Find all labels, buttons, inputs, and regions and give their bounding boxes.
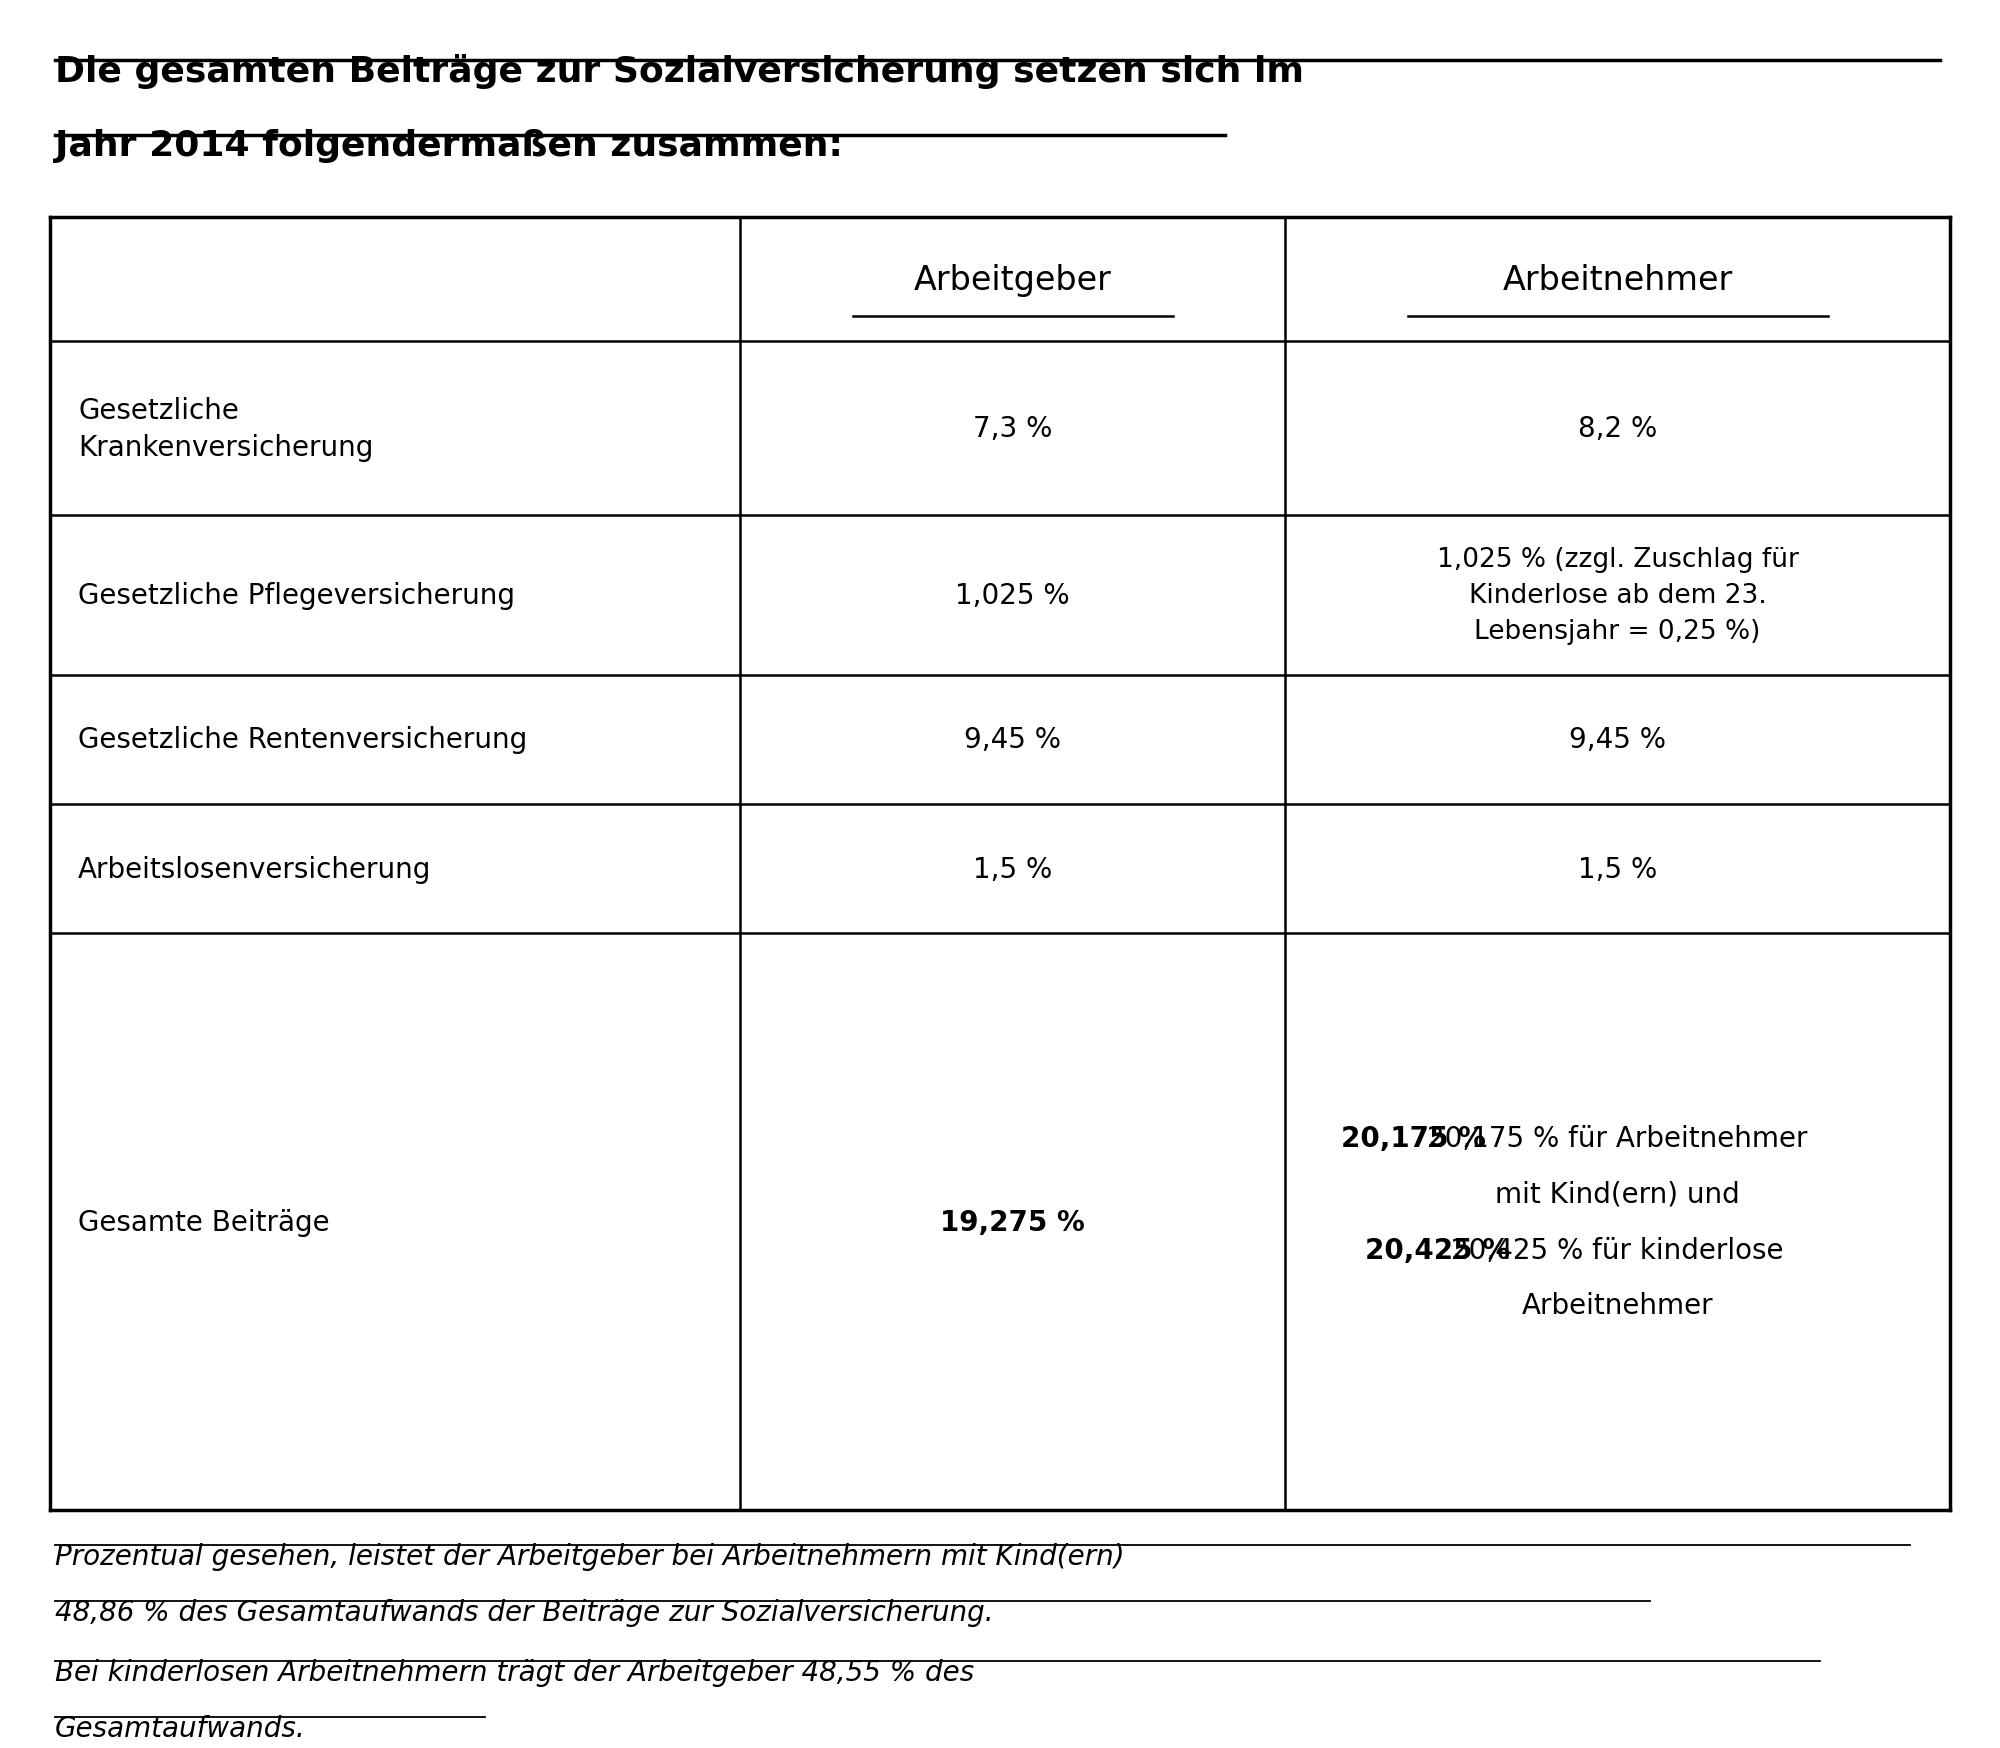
Text: Bei kinderlosen Arbeitnehmern trägt der Arbeitgeber 48,55 % des: Bei kinderlosen Arbeitnehmern trägt der …: [56, 1657, 974, 1685]
Text: Jahr 2014 folgendermaßen zusammen:: Jahr 2014 folgendermaßen zusammen:: [56, 129, 842, 163]
Text: 48,86 % des Gesamtaufwands der Beiträge zur Sozialversicherung.: 48,86 % des Gesamtaufwands der Beiträge …: [56, 1598, 994, 1626]
Text: Arbeitnehmer: Arbeitnehmer: [1522, 1292, 1714, 1320]
Text: 1,025 %: 1,025 %: [956, 582, 1070, 610]
Text: 19,275 %: 19,275 %: [940, 1208, 1084, 1236]
Text: 1,025 % (zzgl. Zuschlag für
Kinderlose ab dem 23.
Lebensjahr = 0,25 %): 1,025 % (zzgl. Zuschlag für Kinderlose a…: [1436, 547, 1798, 645]
Text: 1,5 %: 1,5 %: [972, 855, 1052, 883]
Text: Gesamtaufwands.: Gesamtaufwands.: [56, 1715, 306, 1743]
Text: Prozentual gesehen, leistet der Arbeitgeber bei Arbeitnehmern mit Kind(ern): Prozentual gesehen, leistet der Arbeitge…: [56, 1542, 1124, 1570]
Text: mit Kind(ern) und: mit Kind(ern) und: [1496, 1180, 1740, 1208]
Text: Arbeitslosenversicherung: Arbeitslosenversicherung: [78, 855, 432, 883]
Text: Gesamte Beiträge: Gesamte Beiträge: [78, 1208, 330, 1236]
Text: 20,175 % für Arbeitnehmer: 20,175 % für Arbeitnehmer: [1428, 1124, 1808, 1152]
Text: Arbeitgeber: Arbeitgeber: [914, 264, 1112, 297]
Text: 9,45 %: 9,45 %: [1568, 725, 1666, 753]
Text: 8,2 %: 8,2 %: [1578, 414, 1658, 442]
Text: Die gesamten Beiträge zur Sozialversicherung setzen sich im: Die gesamten Beiträge zur Sozialversiche…: [56, 54, 1304, 89]
Text: Gesetzliche
Krankenversicherung: Gesetzliche Krankenversicherung: [78, 397, 374, 461]
Text: 20,175 %: 20,175 %: [1342, 1124, 1486, 1152]
Text: Gesetzliche Pflegeversicherung: Gesetzliche Pflegeversicherung: [78, 582, 516, 610]
Text: Arbeitnehmer: Arbeitnehmer: [1502, 264, 1732, 297]
Text: 20,425 % für kinderlose: 20,425 % für kinderlose: [1452, 1236, 1784, 1264]
Text: 20,425 %: 20,425 %: [1364, 1236, 1510, 1264]
Text: 1,5 %: 1,5 %: [1578, 855, 1658, 883]
Text: 9,45 %: 9,45 %: [964, 725, 1060, 753]
Text: 7,3 %: 7,3 %: [972, 414, 1052, 442]
Text: Gesetzliche Rentenversicherung: Gesetzliche Rentenversicherung: [78, 725, 528, 753]
